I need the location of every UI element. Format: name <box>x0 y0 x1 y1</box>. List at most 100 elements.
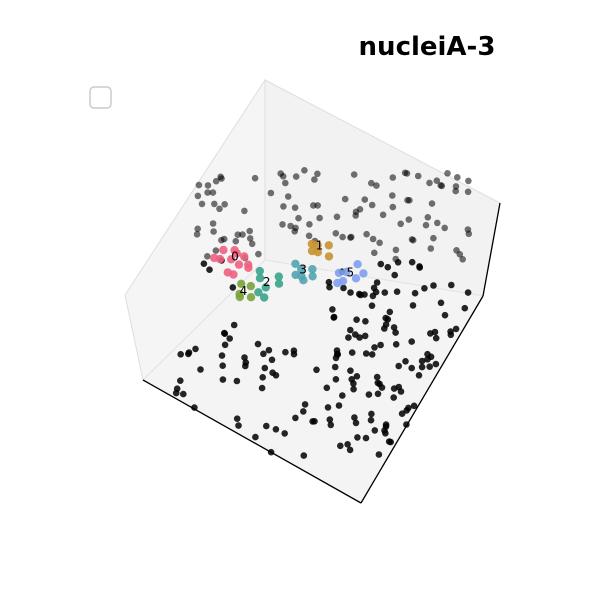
cluster-1-point <box>307 246 317 256</box>
background-point <box>314 170 321 178</box>
cluster-3-point <box>299 276 308 285</box>
background-point <box>353 373 361 380</box>
background-point <box>409 302 417 309</box>
background-point <box>424 356 431 363</box>
cluster-label-1: 1 <box>316 239 324 253</box>
background-point <box>260 350 267 358</box>
background-point <box>464 226 472 233</box>
background-point <box>290 347 298 355</box>
background-point <box>344 441 351 448</box>
background-point <box>232 237 240 245</box>
background-point <box>229 284 237 291</box>
background-point <box>287 222 294 230</box>
background-point <box>292 173 300 180</box>
background-point <box>365 391 373 398</box>
cluster-2-point <box>261 283 270 292</box>
background-point <box>280 203 287 210</box>
background-point <box>325 278 333 286</box>
background-point <box>200 260 208 268</box>
cluster-0-point <box>227 255 236 264</box>
background-point <box>395 362 403 370</box>
background-point <box>371 344 378 351</box>
background-point <box>226 335 233 342</box>
background-point <box>326 283 333 291</box>
background-point <box>361 332 369 340</box>
cluster-5-point <box>334 268 344 278</box>
background-point <box>301 401 309 408</box>
background-point <box>434 219 441 227</box>
background-point <box>418 357 426 365</box>
background-point <box>258 384 266 392</box>
background-point <box>269 369 276 377</box>
cluster-3-point <box>297 264 306 274</box>
background-point <box>246 235 254 242</box>
background-point <box>206 266 213 274</box>
background-point <box>281 430 289 437</box>
background-point <box>350 385 357 393</box>
background-point <box>363 230 370 238</box>
background-point <box>351 414 358 421</box>
background-point <box>221 329 228 337</box>
background-point <box>447 331 455 339</box>
background-point <box>329 306 336 313</box>
background-point <box>323 384 331 392</box>
background-point <box>185 350 192 358</box>
background-point <box>368 351 376 358</box>
background-point <box>416 264 424 271</box>
cluster-label-5: 5 <box>346 266 354 280</box>
background-point <box>263 422 270 430</box>
background-point <box>408 236 416 243</box>
background-point <box>392 255 400 263</box>
background-point <box>197 366 204 373</box>
background-point <box>390 324 398 331</box>
background-point <box>362 318 369 325</box>
background-point <box>333 350 341 358</box>
background-point <box>352 419 360 427</box>
background-point <box>217 173 224 181</box>
background-point <box>374 390 382 398</box>
background-point <box>353 316 360 324</box>
background-point <box>437 299 445 307</box>
background-point <box>306 221 313 228</box>
background-point <box>204 182 212 189</box>
background-point <box>459 255 467 263</box>
background-point <box>295 214 302 222</box>
background-point <box>332 230 340 237</box>
background-point <box>265 346 273 354</box>
background-point <box>372 288 380 296</box>
background-point <box>389 203 397 211</box>
background-points <box>172 167 473 459</box>
cluster-1-point <box>324 241 333 250</box>
background-point <box>230 321 238 329</box>
background-point <box>354 434 361 441</box>
background-point <box>426 179 433 187</box>
background-point <box>392 329 399 336</box>
background-point <box>361 196 369 203</box>
cluster-2-point <box>255 266 264 276</box>
background-point <box>444 170 451 177</box>
background-point <box>362 434 370 442</box>
background-point <box>347 326 354 334</box>
cluster-3-point <box>308 272 317 281</box>
background-point <box>212 247 220 254</box>
background-point <box>327 421 335 429</box>
cluster-4-point <box>246 281 255 291</box>
z-axis-line <box>482 202 501 297</box>
background-point <box>272 426 280 433</box>
background-point <box>376 239 383 247</box>
background-point <box>402 358 409 365</box>
background-point <box>437 182 445 189</box>
background-point <box>339 233 346 241</box>
background-point <box>180 390 187 398</box>
background-point <box>408 364 416 372</box>
background-point <box>389 174 397 181</box>
background-point <box>405 404 412 412</box>
background-point <box>427 330 434 337</box>
legend-box <box>89 86 112 109</box>
background-point <box>424 214 432 221</box>
background-point <box>406 197 413 204</box>
background-point <box>390 394 398 401</box>
background-point <box>362 350 370 357</box>
background-point <box>210 228 217 235</box>
cluster-2-point <box>274 279 284 288</box>
